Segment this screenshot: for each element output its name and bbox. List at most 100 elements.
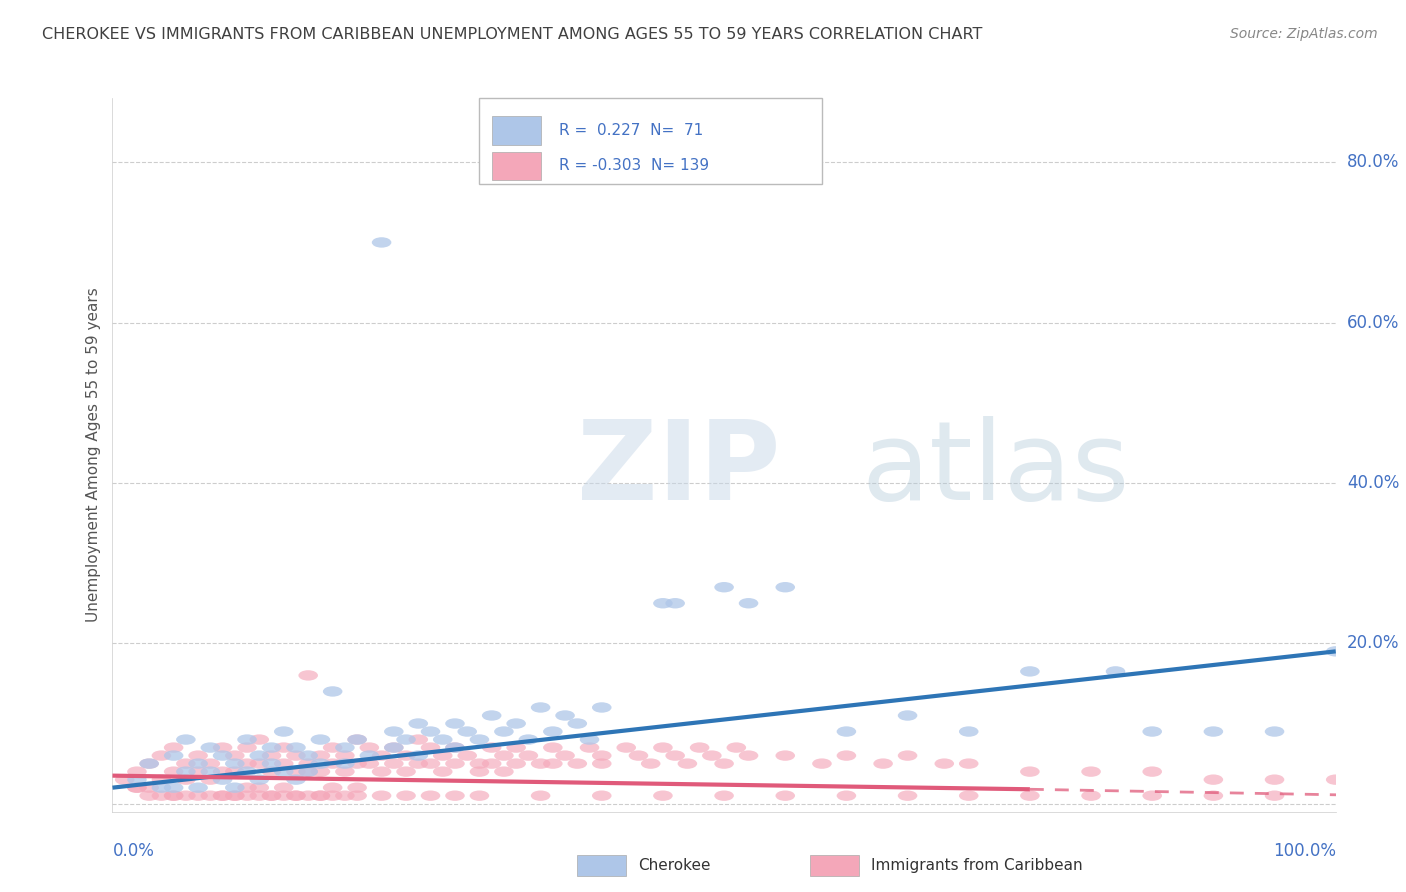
Ellipse shape [249, 790, 269, 801]
Ellipse shape [127, 782, 146, 793]
Ellipse shape [176, 734, 195, 745]
Ellipse shape [212, 790, 232, 801]
Ellipse shape [959, 726, 979, 737]
Ellipse shape [579, 734, 599, 745]
Ellipse shape [249, 750, 269, 761]
Ellipse shape [274, 726, 294, 737]
Ellipse shape [420, 790, 440, 801]
Ellipse shape [298, 790, 318, 801]
Ellipse shape [543, 758, 562, 769]
Ellipse shape [238, 734, 257, 745]
Ellipse shape [298, 750, 318, 761]
Ellipse shape [347, 734, 367, 745]
Ellipse shape [323, 742, 343, 753]
Ellipse shape [641, 758, 661, 769]
Ellipse shape [298, 670, 318, 681]
FancyBboxPatch shape [578, 855, 626, 876]
Ellipse shape [433, 766, 453, 777]
Ellipse shape [127, 774, 146, 785]
Ellipse shape [371, 237, 391, 248]
Ellipse shape [494, 726, 513, 737]
Ellipse shape [568, 758, 588, 769]
Ellipse shape [531, 702, 550, 713]
Ellipse shape [225, 750, 245, 761]
Ellipse shape [592, 750, 612, 761]
Ellipse shape [446, 790, 465, 801]
Text: R =  0.227  N=  71: R = 0.227 N= 71 [560, 123, 703, 137]
Ellipse shape [813, 758, 832, 769]
Text: 20.0%: 20.0% [1347, 634, 1399, 652]
Ellipse shape [225, 766, 245, 777]
Ellipse shape [738, 598, 758, 608]
Ellipse shape [446, 742, 465, 753]
Ellipse shape [360, 750, 380, 761]
Ellipse shape [1204, 790, 1223, 801]
Ellipse shape [506, 742, 526, 753]
Ellipse shape [347, 758, 367, 769]
Ellipse shape [165, 766, 183, 777]
Ellipse shape [519, 750, 538, 761]
Ellipse shape [188, 790, 208, 801]
Ellipse shape [176, 790, 195, 801]
Ellipse shape [837, 726, 856, 737]
Ellipse shape [165, 750, 183, 761]
Y-axis label: Unemployment Among Ages 55 to 59 years: Unemployment Among Ages 55 to 59 years [86, 287, 101, 623]
Ellipse shape [115, 774, 135, 785]
Ellipse shape [470, 766, 489, 777]
Ellipse shape [470, 734, 489, 745]
Ellipse shape [654, 742, 672, 753]
Ellipse shape [531, 758, 550, 769]
Ellipse shape [152, 782, 172, 793]
Ellipse shape [274, 742, 294, 753]
Ellipse shape [347, 782, 367, 793]
Ellipse shape [1021, 666, 1039, 677]
Ellipse shape [1326, 646, 1346, 657]
Ellipse shape [738, 750, 758, 761]
Ellipse shape [384, 742, 404, 753]
Ellipse shape [506, 718, 526, 729]
Ellipse shape [592, 758, 612, 769]
Text: 40.0%: 40.0% [1347, 474, 1399, 492]
Ellipse shape [212, 750, 232, 761]
Ellipse shape [457, 750, 477, 761]
Ellipse shape [287, 750, 305, 761]
Ellipse shape [702, 750, 721, 761]
Ellipse shape [139, 758, 159, 769]
Ellipse shape [188, 758, 208, 769]
Ellipse shape [420, 742, 440, 753]
Text: R = -0.303  N= 139: R = -0.303 N= 139 [560, 159, 709, 173]
Ellipse shape [1081, 790, 1101, 801]
Ellipse shape [298, 766, 318, 777]
Ellipse shape [1081, 766, 1101, 777]
Ellipse shape [384, 758, 404, 769]
Ellipse shape [519, 734, 538, 745]
Ellipse shape [579, 742, 599, 753]
Ellipse shape [323, 758, 343, 769]
Ellipse shape [287, 774, 305, 785]
Ellipse shape [654, 598, 672, 608]
Ellipse shape [249, 774, 269, 785]
Ellipse shape [1143, 726, 1161, 737]
Ellipse shape [152, 790, 172, 801]
Ellipse shape [311, 790, 330, 801]
Ellipse shape [665, 598, 685, 608]
Ellipse shape [274, 766, 294, 777]
Ellipse shape [249, 734, 269, 745]
Ellipse shape [176, 774, 195, 785]
Ellipse shape [225, 782, 245, 793]
Ellipse shape [360, 742, 380, 753]
Ellipse shape [396, 734, 416, 745]
Ellipse shape [1265, 726, 1284, 737]
Ellipse shape [776, 750, 794, 761]
Ellipse shape [1021, 766, 1039, 777]
Ellipse shape [1265, 774, 1284, 785]
Ellipse shape [298, 758, 318, 769]
Ellipse shape [225, 790, 245, 801]
Ellipse shape [212, 790, 232, 801]
Ellipse shape [690, 742, 710, 753]
Ellipse shape [323, 782, 343, 793]
Ellipse shape [1105, 666, 1125, 677]
Ellipse shape [420, 726, 440, 737]
Ellipse shape [371, 750, 391, 761]
Ellipse shape [409, 750, 427, 761]
